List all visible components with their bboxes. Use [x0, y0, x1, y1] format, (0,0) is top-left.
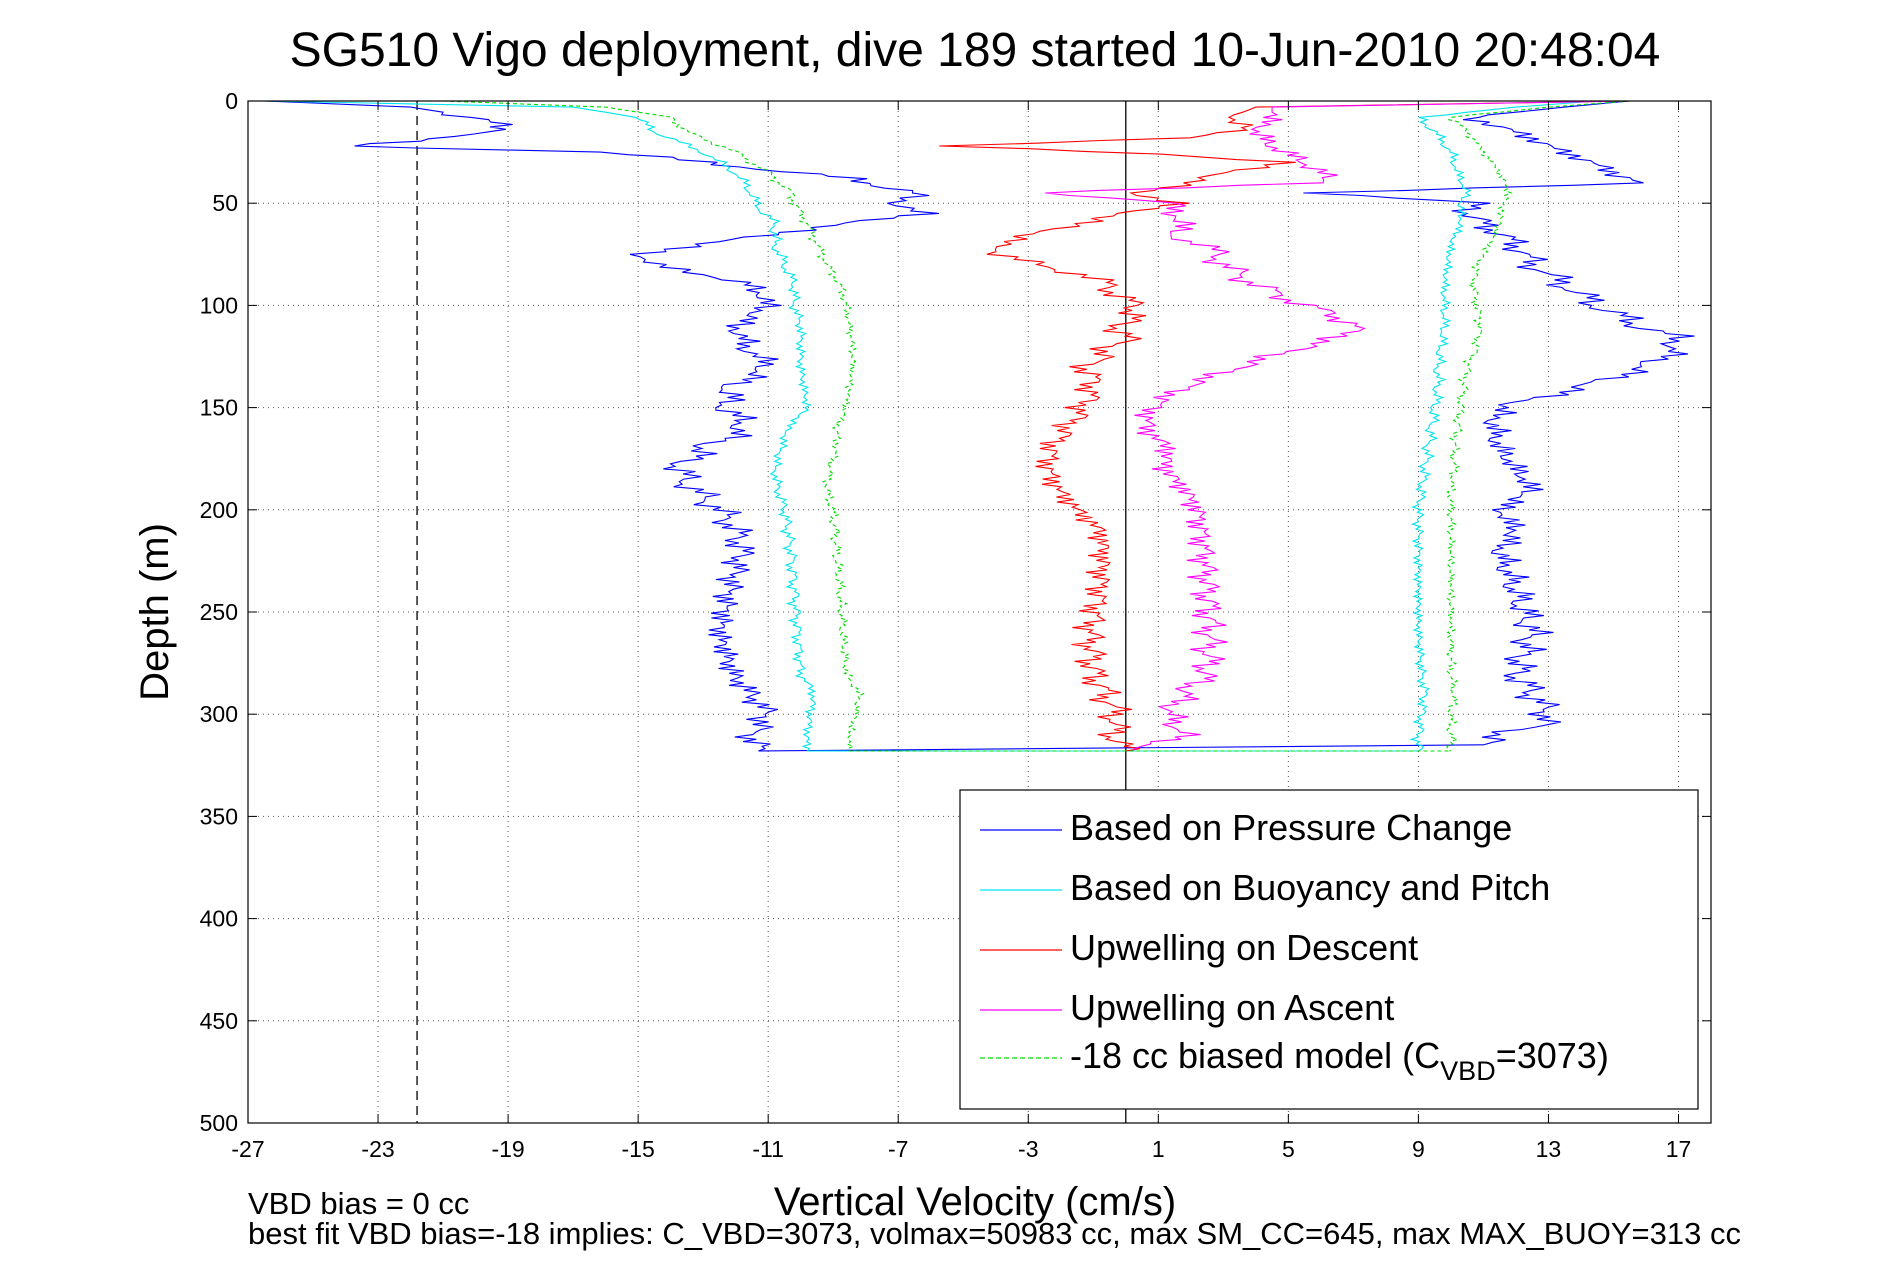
x-tick-label: -3 — [1018, 1136, 1038, 1162]
grid-lines — [247, 100, 1711, 1124]
series-layer — [264, 100, 1695, 752]
y-tick-label: 500 — [200, 1110, 238, 1136]
y-tick-label: 150 — [200, 395, 238, 421]
series-line-descent — [264, 100, 939, 752]
y-tick-label: 100 — [200, 292, 238, 318]
series-5 — [443, 100, 1630, 752]
series-line-ascent — [1045, 100, 1630, 752]
x-tick-label: -7 — [888, 1136, 908, 1162]
y-tick-label: 450 — [200, 1008, 238, 1034]
y-tick-label: 400 — [200, 906, 238, 932]
legend-box — [959, 789, 1699, 1110]
y-tick-label: 250 — [200, 599, 238, 625]
x-tick-label: 17 — [1666, 1136, 1692, 1162]
series-3 — [939, 100, 1630, 752]
x-tick-label: -19 — [491, 1136, 524, 1162]
y-tick-label: 300 — [200, 701, 238, 727]
x-tick-label: -11 — [752, 1136, 784, 1162]
series-line-ascent — [1445, 100, 1630, 752]
series-line-descent — [939, 100, 1630, 752]
y-tick-label: 350 — [200, 803, 238, 829]
x-tick-label: 1 — [1152, 1136, 1165, 1162]
x-tick-label: -23 — [361, 1136, 394, 1162]
x-tick-label: -27 — [231, 1136, 264, 1162]
legend-label: Upwelling on Ascent — [1070, 987, 1394, 1028]
series-turnaround — [758, 744, 1484, 752]
x-axis-ticks: -27 -23 -19 -15 -11 -7 -3 1 5 9 13 17 — [231, 101, 1691, 1162]
y-tick-label: 200 — [200, 497, 238, 523]
y-tick-label: 0 — [225, 88, 238, 114]
series-1 — [264, 100, 1695, 752]
x-tick-label: 9 — [1412, 1136, 1425, 1162]
footer-line-1: VBD bias = 0 cc — [248, 1186, 469, 1221]
legend-label: Upwelling on Descent — [1070, 927, 1418, 968]
x-tick-label: -15 — [622, 1136, 655, 1162]
series-line-ascent — [1409, 100, 1598, 752]
chart-title: SG510 Vigo deployment, dive 189 started … — [290, 24, 1661, 77]
y-tick-label: 50 — [212, 190, 238, 216]
series-line-descent — [264, 100, 817, 752]
legend-label: Based on Buoyancy and Pitch — [1070, 867, 1550, 908]
series-line-descent — [443, 100, 865, 752]
x-axis-label: Vertical Velocity (cm/s) — [774, 1180, 1176, 1224]
series-4 — [1045, 100, 1630, 752]
y-axis-label: Depth (m) — [133, 523, 177, 701]
legend: Based on Pressure Change Based on Buoyanc… — [959, 789, 1699, 1110]
footer-line-2: best fit VBD bias=-18 implies: C_VBD=307… — [248, 1216, 1741, 1251]
legend-label: Based on Pressure Change — [1070, 807, 1512, 848]
x-tick-label: 13 — [1536, 1136, 1562, 1162]
series-line-ascent — [1303, 100, 1695, 746]
legend-label: -18 cc biased model (CVBD=3073) — [1070, 1035, 1609, 1086]
y-axis-ticks: 0 50 100 150 200 250 300 350 400 450 500 — [200, 88, 1711, 1136]
x-tick-label: 5 — [1282, 1136, 1295, 1162]
